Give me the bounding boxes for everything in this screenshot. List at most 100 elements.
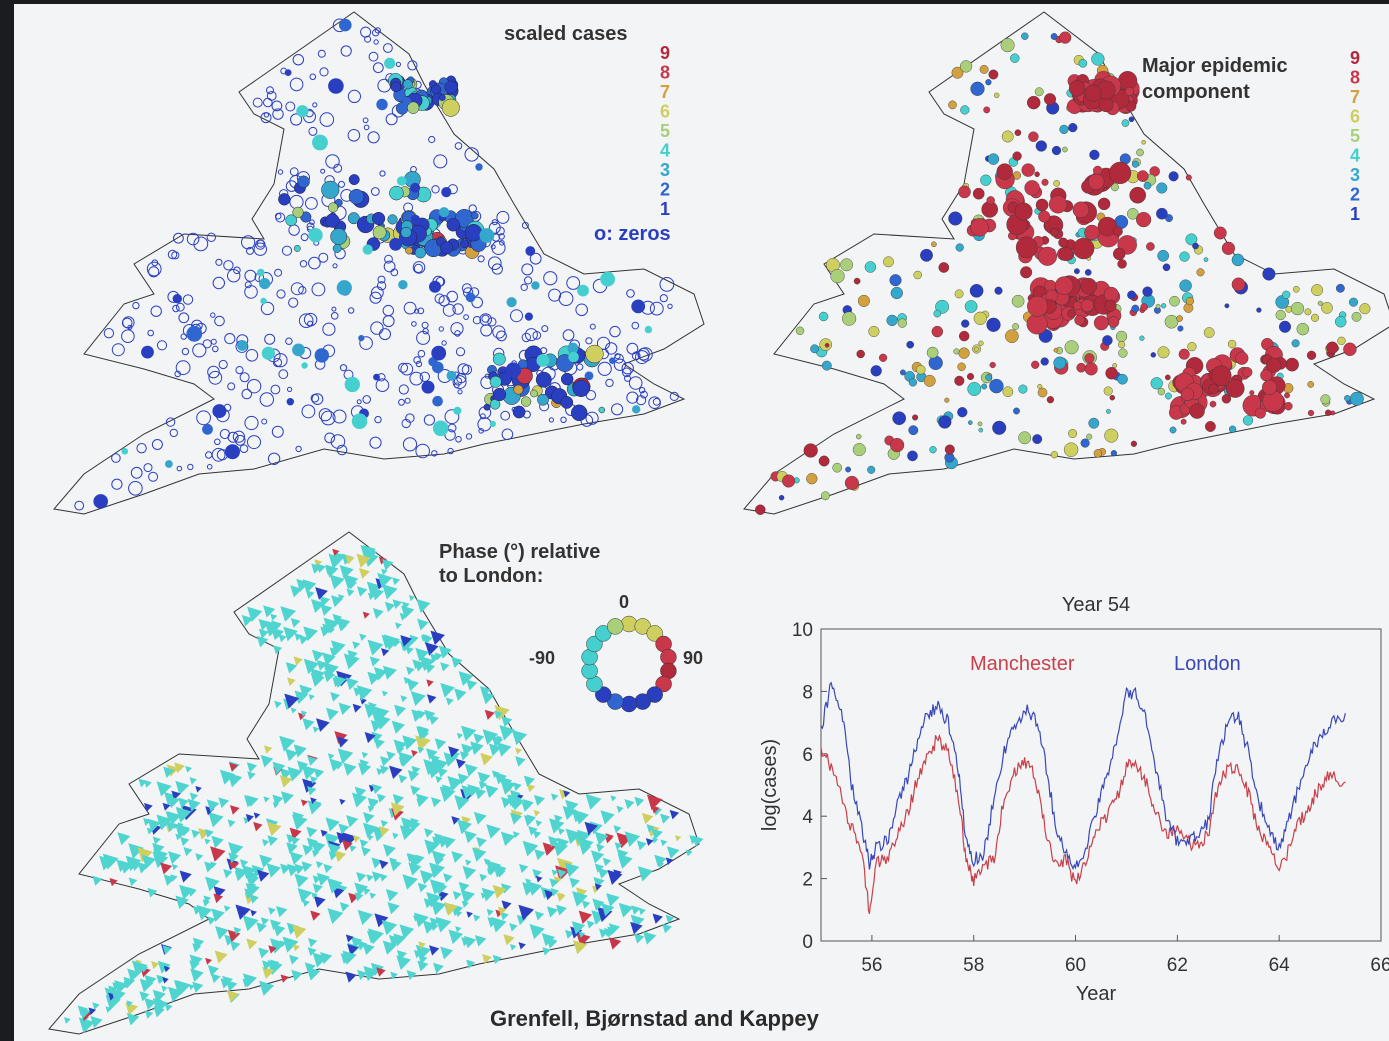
phase-marker — [338, 594, 345, 601]
scaled-case-marker — [339, 18, 352, 32]
phase-marker — [301, 764, 317, 780]
phase-marker — [578, 931, 586, 938]
major-component-marker — [1307, 409, 1315, 417]
major-component-marker — [1012, 323, 1019, 330]
phase-marker — [327, 753, 335, 760]
phase-marker — [434, 882, 448, 895]
scaled-case-marker — [389, 185, 404, 201]
phase-marker — [245, 883, 260, 898]
phase-marker — [499, 724, 515, 741]
phase-marker — [532, 868, 542, 879]
phase-marker — [306, 966, 321, 981]
major-component-marker — [1105, 367, 1118, 380]
phase-marker — [466, 911, 473, 918]
phase-marker — [109, 877, 118, 887]
zero-case-marker — [336, 444, 348, 456]
scaled-case-marker — [259, 278, 271, 290]
major-component-marker — [1027, 95, 1041, 110]
phase-marker — [289, 827, 302, 840]
phase-marker — [590, 850, 605, 864]
major-component-marker — [1225, 379, 1245, 398]
phase-marker — [346, 588, 355, 597]
major-component-marker — [1088, 417, 1100, 429]
zero-case-marker — [423, 414, 435, 426]
colorscale-level-6: 6 — [660, 102, 670, 122]
major-component-marker — [973, 346, 979, 352]
phase-marker — [294, 863, 306, 875]
scaled-case-marker — [585, 344, 604, 364]
phase-marker — [398, 774, 408, 784]
zero-case-marker — [360, 26, 372, 38]
zero-case-marker — [192, 343, 207, 358]
phase-marker — [646, 794, 663, 811]
phase-marker — [144, 1010, 154, 1019]
major-component-marker — [1088, 173, 1105, 191]
scaled-case-marker — [524, 312, 533, 321]
major-component-marker — [1143, 181, 1152, 190]
phase-marker — [480, 752, 493, 766]
zero-case-marker — [260, 112, 272, 124]
phase-marker — [518, 942, 526, 950]
major-component-marker — [1129, 186, 1147, 204]
y-axis-label: log(cases) — [759, 739, 781, 831]
zero-case-marker — [202, 339, 212, 349]
phase-marker — [153, 849, 168, 864]
zero-case-marker — [309, 73, 317, 81]
zero-case-marker — [273, 353, 288, 368]
zero-case-marker — [501, 428, 514, 441]
major-component-marker — [1015, 236, 1038, 259]
phase-marker — [336, 617, 351, 632]
phase-marker — [430, 630, 445, 646]
phase-marker — [433, 962, 444, 974]
zero-case-marker — [621, 362, 634, 375]
phase-marker — [339, 564, 354, 580]
phase-marker — [574, 810, 589, 825]
zero-case-marker — [379, 328, 391, 341]
major-component-marker — [892, 411, 906, 426]
major-component-marker — [1136, 148, 1144, 157]
major-component-marker — [1110, 450, 1118, 457]
major-component-marker — [1102, 335, 1113, 346]
zero-case-marker — [347, 307, 355, 314]
major-component-marker — [1093, 449, 1103, 458]
phase-marker — [128, 877, 138, 887]
phase-marker — [410, 691, 426, 707]
phase-marker — [417, 618, 429, 631]
zero-case-marker — [455, 347, 466, 357]
phase-marker — [381, 648, 390, 657]
major-component-marker — [967, 382, 982, 396]
major-component-marker — [1290, 302, 1305, 316]
phase-marker — [368, 928, 384, 945]
phase-marker — [614, 842, 623, 851]
major-component-marker — [1211, 365, 1232, 386]
phase-marker — [389, 765, 403, 779]
phase-marker — [418, 941, 426, 950]
zero-case-marker — [234, 434, 246, 446]
major-component-marker — [1127, 290, 1136, 300]
scaled-case-marker — [351, 413, 368, 430]
major-component-marker — [1118, 348, 1128, 358]
phase-marker — [418, 955, 428, 965]
major-component-marker — [931, 241, 937, 248]
phase-marker — [424, 828, 434, 838]
major-component-marker — [1073, 300, 1082, 310]
major-component-marker — [1156, 182, 1168, 194]
scaled-case-marker — [285, 214, 298, 227]
phase-marker — [525, 878, 532, 885]
zero-case-marker — [541, 325, 549, 333]
phase-marker — [316, 872, 330, 886]
scaled-case-marker — [446, 370, 457, 381]
zero-case-marker — [235, 366, 244, 375]
major-component-marker — [1177, 325, 1184, 332]
phase-marker — [572, 890, 588, 907]
zero-case-marker — [340, 45, 352, 57]
phase-marker — [594, 831, 609, 846]
zero-case-marker — [491, 219, 498, 226]
scaled-case-marker — [441, 187, 452, 198]
phase-marker — [334, 730, 348, 744]
major-component-marker — [795, 326, 805, 335]
major-component-marker — [1050, 451, 1059, 459]
phase-marker — [191, 829, 201, 839]
scaled-case-marker — [332, 243, 342, 253]
zero-case-marker — [405, 413, 415, 423]
